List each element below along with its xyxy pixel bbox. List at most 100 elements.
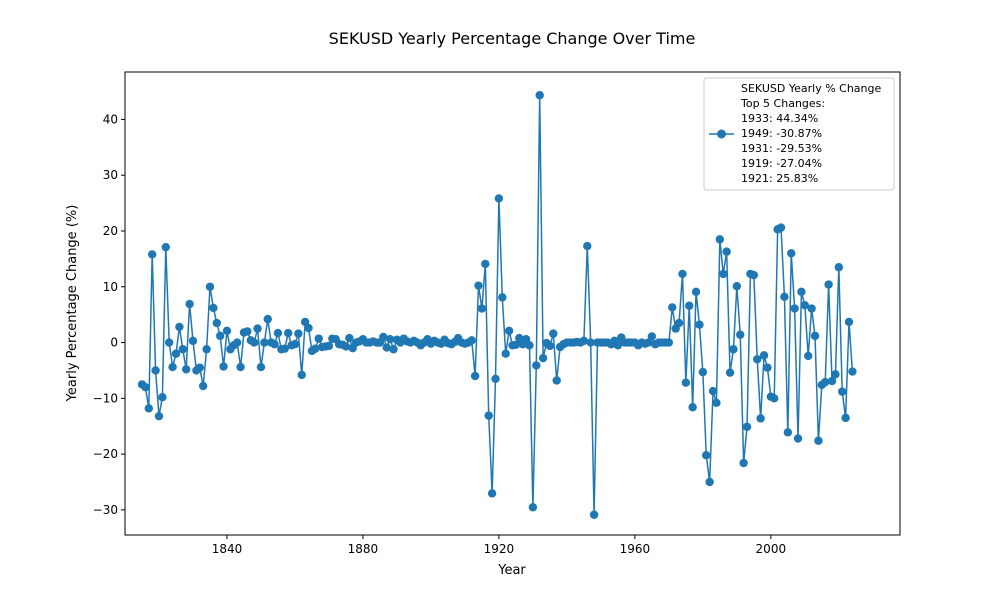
data-point xyxy=(144,404,153,413)
y-tick-label: 30 xyxy=(103,168,118,182)
y-axis: −30 −20 −10 0 10 20 30 40 xyxy=(93,112,125,517)
data-point xyxy=(838,387,847,396)
plot-area xyxy=(124,71,901,536)
data-point xyxy=(702,451,711,460)
data-point xyxy=(691,287,701,296)
data-point xyxy=(770,394,779,403)
data-point xyxy=(528,503,538,512)
data-point xyxy=(695,320,704,329)
data-point xyxy=(379,332,388,342)
data-point xyxy=(263,314,272,324)
y-tick-label: 20 xyxy=(103,224,118,238)
x-axis: 1840 1880 1920 1960 2000 xyxy=(212,535,786,556)
data-point xyxy=(243,327,252,336)
y-tick-label: −20 xyxy=(93,447,118,461)
data-point xyxy=(212,318,221,328)
legend-text: SEKUSD Yearly % Change xyxy=(741,82,881,95)
x-tick-label: 1960 xyxy=(620,542,651,556)
data-point xyxy=(515,333,524,343)
data-point xyxy=(304,323,313,333)
data-point xyxy=(290,340,300,349)
data-point xyxy=(171,349,181,358)
legend-text: Top 5 Changes: xyxy=(740,97,825,110)
legend-box xyxy=(703,77,895,191)
data-point xyxy=(324,341,334,351)
data-point xyxy=(552,376,561,385)
y-tick-label: −30 xyxy=(93,503,118,517)
data-point xyxy=(280,344,289,353)
data-point xyxy=(589,510,599,519)
data-point xyxy=(205,282,215,291)
data-point xyxy=(613,341,623,350)
data-point xyxy=(311,344,320,353)
data-point xyxy=(209,303,218,313)
data-point xyxy=(804,351,813,361)
data-point xyxy=(583,241,592,251)
data-point xyxy=(647,332,657,341)
data-point xyxy=(749,270,759,280)
data-point xyxy=(705,477,714,487)
data-point xyxy=(810,331,820,341)
data-point xyxy=(742,422,752,431)
data-point xyxy=(511,340,521,349)
data-point xyxy=(297,370,306,380)
data-point xyxy=(756,414,765,423)
data-point xyxy=(491,374,500,384)
data-point xyxy=(712,398,721,407)
data-point xyxy=(168,362,177,372)
data-point xyxy=(141,382,150,392)
data-point xyxy=(164,338,174,347)
chart-title: SEKUSD Yearly Percentage Change Over Tim… xyxy=(329,29,696,48)
data-point xyxy=(487,489,497,498)
data-point xyxy=(783,428,793,437)
data-point xyxy=(685,301,694,310)
data-point xyxy=(790,304,799,313)
data-point xyxy=(202,345,211,354)
data-point xyxy=(753,355,762,364)
data-point xyxy=(821,377,830,387)
data-point xyxy=(236,362,245,372)
data-point xyxy=(827,376,837,386)
data-point xyxy=(532,361,541,370)
data-point xyxy=(725,368,735,377)
y-tick-label: −10 xyxy=(93,391,118,405)
data-point xyxy=(521,335,531,344)
data-point xyxy=(481,259,490,269)
data-point xyxy=(185,299,194,309)
data-point xyxy=(688,403,697,412)
data-point xyxy=(501,349,510,358)
data-point xyxy=(504,326,514,336)
data-point xyxy=(389,345,398,354)
data-point xyxy=(195,363,204,372)
data-point xyxy=(780,292,789,302)
data-point xyxy=(382,343,391,352)
x-tick-label: 1880 xyxy=(348,542,379,556)
data-point xyxy=(807,304,816,313)
data-point xyxy=(470,371,480,381)
data-point xyxy=(729,345,738,354)
data-point xyxy=(525,341,534,350)
x-axis-label: Year xyxy=(497,563,526,578)
data-point xyxy=(477,304,487,313)
data-point xyxy=(498,293,507,302)
data-point xyxy=(698,367,708,377)
data-point xyxy=(787,249,796,258)
data-point xyxy=(844,317,854,327)
data-point xyxy=(256,362,266,372)
data-point xyxy=(715,235,725,244)
data-point xyxy=(494,194,504,203)
data-point xyxy=(385,335,395,344)
data-point xyxy=(154,411,164,421)
data-point xyxy=(161,242,170,252)
data-point xyxy=(722,247,731,256)
data-point xyxy=(294,329,303,338)
data-point xyxy=(484,411,493,420)
data-point xyxy=(549,329,558,338)
data-point xyxy=(814,436,823,445)
data-point xyxy=(260,338,269,347)
x-tick-label: 2000 xyxy=(756,542,787,556)
y-axis-label: Yearly Percentage Change (%) xyxy=(65,205,80,403)
legend-marker-icon xyxy=(717,129,726,139)
data-point xyxy=(222,326,232,336)
